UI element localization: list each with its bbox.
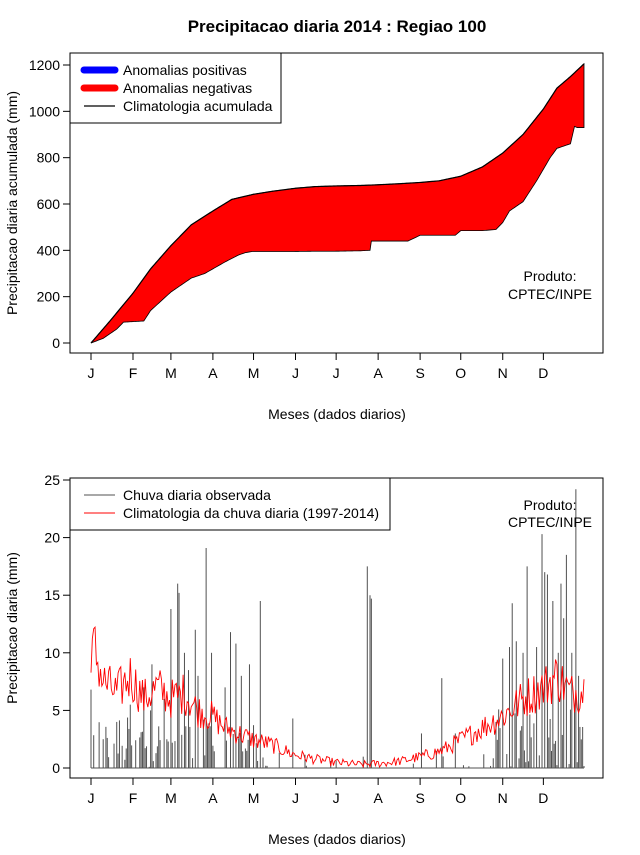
top-x-tick-label: O [455, 365, 466, 381]
bottom-product-source: CPTEC/INPE [508, 514, 592, 530]
bottom-legend: Chuva diaria observada Climatologia da c… [69, 477, 391, 531]
chart-title: Precipitacao diaria 2014 : Regiao 100 [188, 17, 487, 36]
top-y-tick-label: 200 [37, 289, 61, 305]
bottom-x-tick-label: J [333, 790, 340, 806]
top-cumulative-panel: 0 200 400 600 800 1000 1200 J F M A M J J A S O N D Preci… [4, 52, 604, 422]
top-x-tick-label: J [88, 365, 95, 381]
top-x-tick-label: D [538, 365, 548, 381]
top-y-tick-label: 800 [37, 150, 61, 166]
bottom-x-tick-label: A [373, 790, 383, 806]
bottom-y-tick-label: 15 [44, 587, 60, 603]
observed-rain-bars-layer [90, 489, 585, 769]
top-x-tick-label: J [292, 365, 299, 381]
top-x-tick-label: A [208, 365, 218, 381]
legend-positive-label: Anomalias positivas [123, 62, 247, 78]
bottom-x-tick-label: S [415, 790, 424, 806]
top-x-axis-label: Meses (dados diarios) [268, 406, 406, 422]
top-climatology-line-layer [90, 63, 585, 344]
bottom-product-label: Produto: [524, 497, 577, 513]
bottom-x-tick-label: F [129, 790, 138, 806]
daily-climatology-line-layer [90, 626, 585, 769]
bottom-x-tick-label: J [88, 790, 95, 806]
bottom-y-tick-label: 20 [44, 530, 60, 546]
bottom-x-tick-label: O [455, 790, 466, 806]
top-x-tick-label: A [373, 365, 383, 381]
top-x-tick-label: F [129, 365, 138, 381]
bottom-x-tick-label: A [208, 790, 218, 806]
top-x-tick-label: N [498, 365, 508, 381]
top-x-tick-label: S [415, 365, 424, 381]
top-product-label: Produto: [524, 268, 577, 284]
top-y-tick-label: 1000 [29, 103, 60, 119]
top-legend: Anomalias positivas Anomalias negativas … [69, 52, 282, 124]
legend-climatology-label: Climatologia acumulada [123, 98, 273, 114]
bottom-y-tick-label: 5 [52, 702, 60, 718]
legend-daily-climatology-label: Climatologia da chuva diaria (1997-2014) [123, 505, 379, 521]
top-y-tick-label: 1200 [29, 57, 60, 73]
top-y-tick-label: 400 [37, 242, 61, 258]
top-y-tick-label: 600 [37, 196, 61, 212]
top-product-source: CPTEC/INPE [508, 286, 592, 302]
bottom-y-axis-label: Precipitacao diaria (mm) [4, 552, 20, 704]
bottom-x-tick-label: D [538, 790, 548, 806]
cumulative-climatology-line [90, 63, 585, 344]
bottom-x-tick-label: M [248, 790, 260, 806]
bottom-daily-panel: 0 5 10 15 20 25 J F M A M J J A S O N D Precipitacao dia… [4, 472, 604, 847]
bottom-y-tick-label: 25 [44, 472, 60, 488]
top-x-tick-label: M [248, 365, 260, 381]
legend-observed-label: Chuva diaria observada [123, 487, 271, 503]
top-y-tick-label: 0 [52, 335, 60, 351]
bottom-x-tick-label: N [498, 790, 508, 806]
top-y-axis-label: Precipitacao diaria acumulada (mm) [4, 91, 20, 315]
bottom-y-tick-label: 0 [52, 760, 60, 776]
daily-climatology-line [90, 626, 585, 769]
bottom-y-axis: 0 5 10 15 20 25 [44, 472, 71, 776]
top-x-tick-label: J [333, 365, 340, 381]
top-x-tick-label: M [165, 365, 177, 381]
legend-negative-label: Anomalias negativas [123, 80, 252, 96]
bottom-legend-box [69, 477, 391, 531]
top-y-axis: 0 200 400 600 800 1000 1200 [29, 57, 71, 351]
bottom-x-axis-label: Meses (dados diarios) [268, 831, 406, 847]
bottom-x-tick-label: M [165, 790, 177, 806]
bottom-y-tick-label: 10 [44, 645, 60, 661]
bottom-x-tick-label: J [292, 790, 299, 806]
